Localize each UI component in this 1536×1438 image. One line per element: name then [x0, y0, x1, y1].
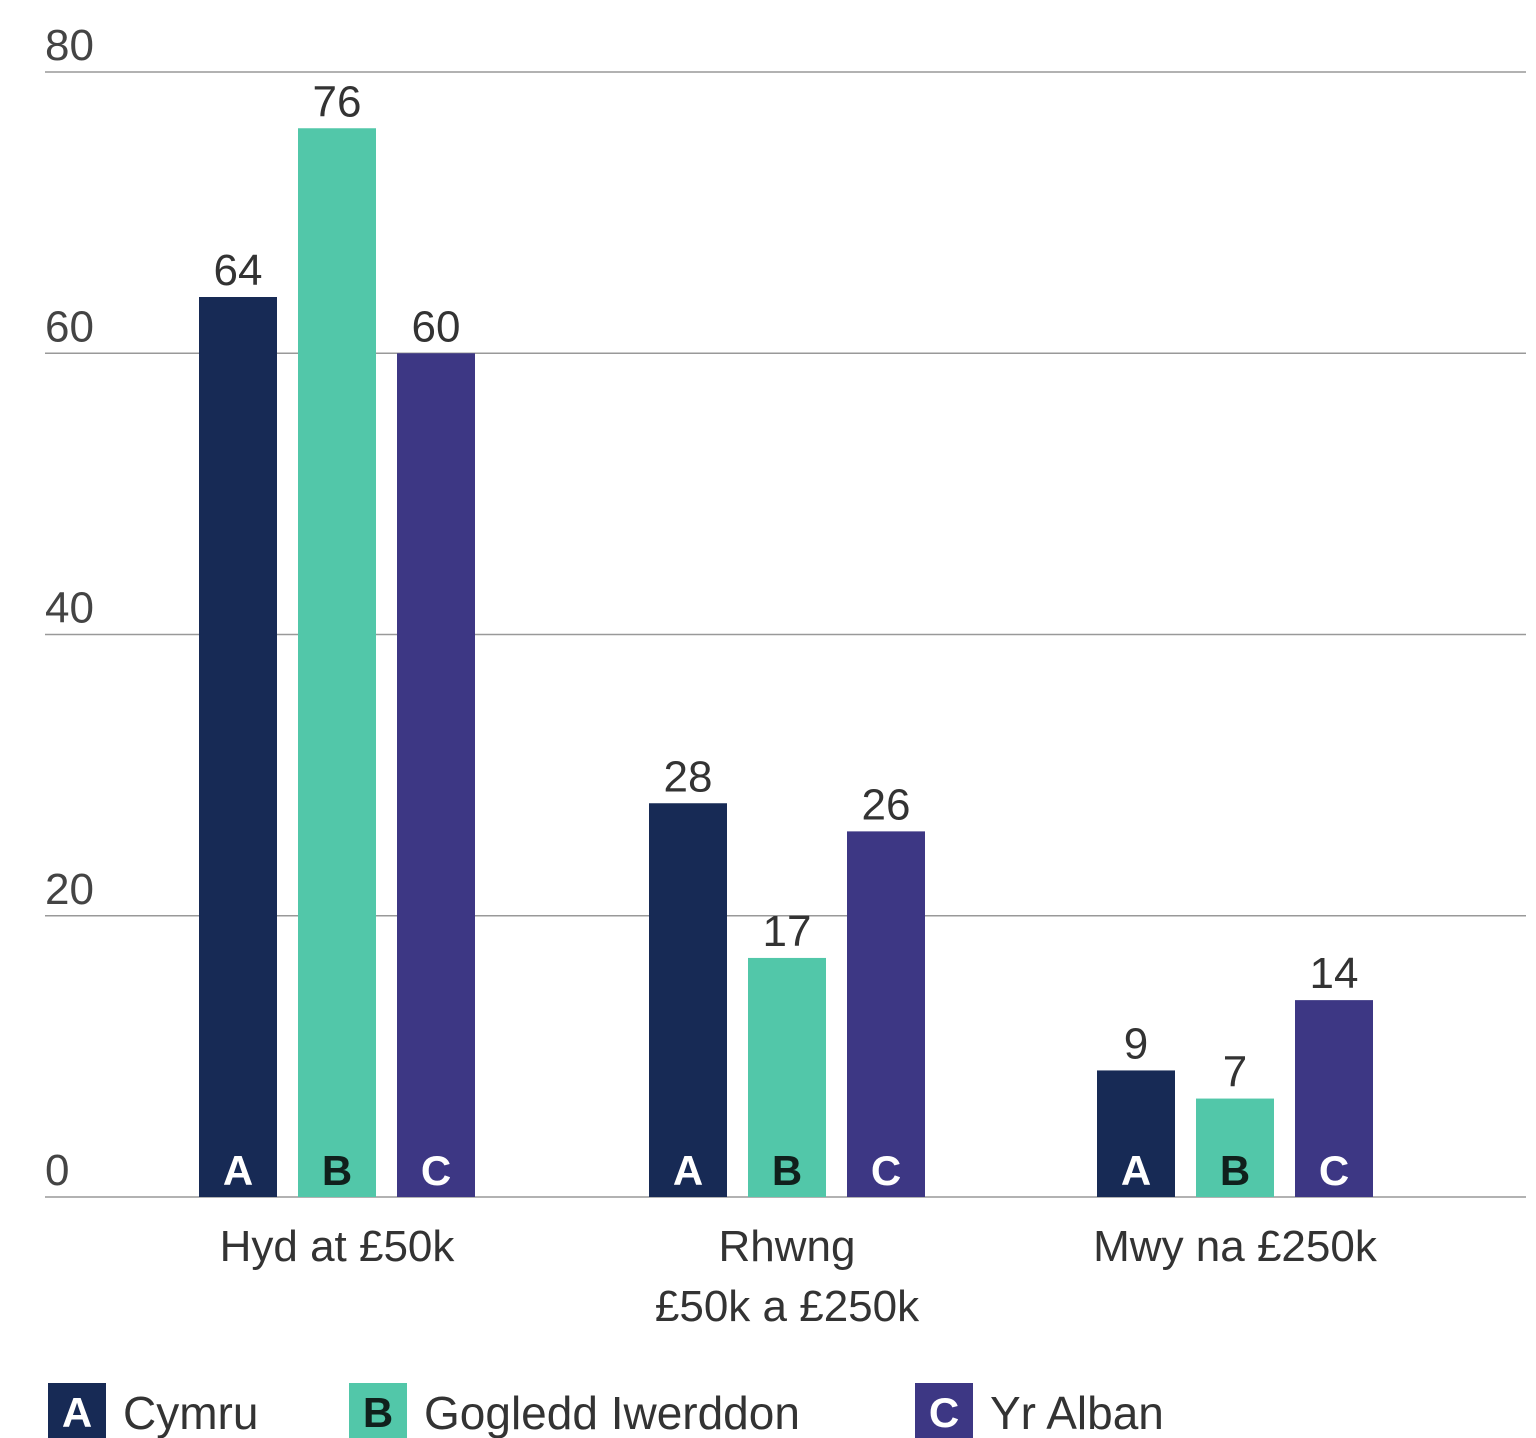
bar-key: B: [1220, 1147, 1250, 1194]
value-label: 17: [763, 907, 812, 956]
bar: [397, 353, 475, 1197]
bar-key: C: [1319, 1147, 1349, 1194]
legend-key: C: [929, 1389, 959, 1436]
bar: [1196, 1098, 1274, 1197]
y-tick-label: 40: [45, 584, 94, 633]
legend-label: Cymru: [123, 1387, 258, 1438]
value-label: 64: [214, 246, 263, 295]
x-tick-label: Rhwng £50k a £250k: [654, 1222, 920, 1331]
x-tick-label: Hyd at £50k: [219, 1222, 455, 1271]
legend-key: B: [363, 1389, 393, 1436]
y-tick-label: 0: [45, 1146, 69, 1195]
y-tick-label: 80: [45, 21, 94, 70]
value-label: 26: [862, 780, 911, 829]
value-label: 76: [313, 77, 362, 126]
x-tick-label: Mwy na £250k: [1093, 1222, 1377, 1271]
bar: [649, 803, 727, 1197]
bar: [847, 831, 925, 1197]
y-tick-label: 60: [45, 302, 94, 351]
bar-key: C: [871, 1147, 901, 1194]
legend-swatch: [48, 1383, 106, 1438]
legend-swatch: [349, 1383, 407, 1438]
value-label: 60: [412, 302, 461, 351]
value-label: 7: [1223, 1048, 1247, 1097]
value-label: 14: [1310, 949, 1359, 998]
bar: [298, 128, 376, 1197]
bar-key: A: [1121, 1147, 1151, 1194]
legend-key: A: [62, 1389, 92, 1436]
value-label: 9: [1124, 1019, 1148, 1068]
bar-key: B: [322, 1147, 352, 1194]
y-tick-label: 20: [45, 865, 94, 914]
legend-label: Yr Alban: [990, 1387, 1164, 1438]
bar: [199, 297, 277, 1197]
bar: [1295, 1000, 1373, 1197]
bar-key: A: [223, 1147, 253, 1194]
legend-label: Gogledd Iwerddon: [424, 1387, 800, 1438]
value-label: 28: [664, 752, 713, 801]
bar-key: B: [772, 1147, 802, 1194]
bar: [1097, 1070, 1175, 1197]
legend-swatch: [915, 1383, 973, 1438]
bar-key: A: [673, 1147, 703, 1194]
bar: [748, 957, 826, 1197]
bar-key: C: [421, 1147, 451, 1194]
